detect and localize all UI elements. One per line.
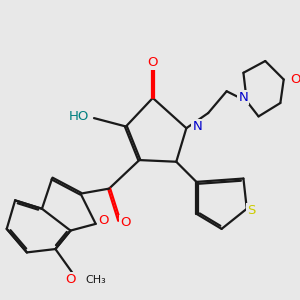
- Text: N: N: [238, 91, 248, 104]
- Text: O: O: [98, 214, 108, 227]
- Text: O: O: [65, 273, 76, 286]
- Text: S: S: [247, 204, 255, 217]
- Text: N: N: [192, 120, 202, 133]
- Text: O: O: [148, 56, 158, 68]
- Text: CH₃: CH₃: [85, 275, 106, 285]
- Text: HO: HO: [69, 110, 89, 123]
- Text: O: O: [120, 216, 130, 229]
- Text: O: O: [290, 73, 300, 86]
